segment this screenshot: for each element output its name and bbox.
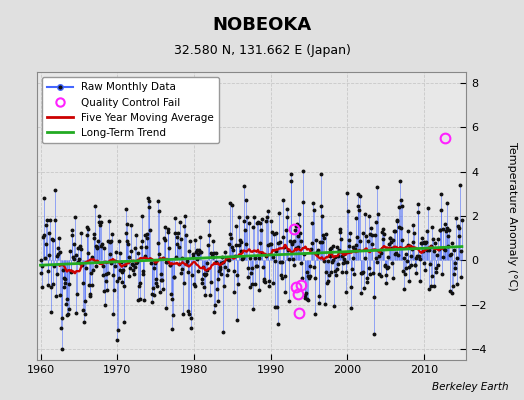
Text: 32.580 N, 131.662 E (Japan): 32.580 N, 131.662 E (Japan) (173, 44, 351, 57)
Y-axis label: Temperature Anomaly (°C): Temperature Anomaly (°C) (507, 142, 517, 290)
Text: Berkeley Earth: Berkeley Earth (432, 382, 508, 392)
Legend: Raw Monthly Data, Quality Control Fail, Five Year Moving Average, Long-Term Tren: Raw Monthly Data, Quality Control Fail, … (42, 77, 220, 143)
Text: NOBEOKA: NOBEOKA (212, 16, 312, 34)
